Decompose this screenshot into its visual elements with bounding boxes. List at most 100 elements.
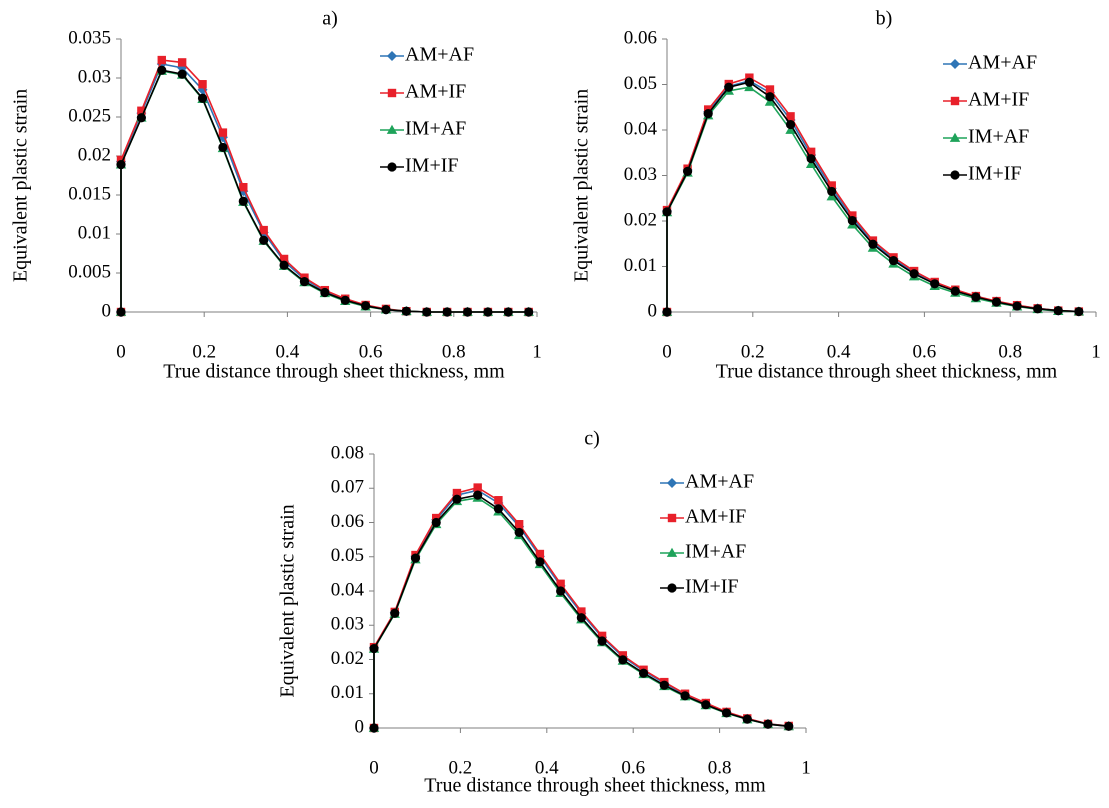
- y-axis-label: Equivalent plastic strain: [10, 89, 32, 282]
- data-point: [473, 490, 483, 500]
- data-point: [320, 287, 330, 298]
- y-tick-label: 0.02: [78, 144, 111, 165]
- y-tick-label: 0.05: [624, 73, 657, 94]
- legend-label: IM+AF: [405, 118, 466, 140]
- x-axis-label: True distance through sheet thickness, m…: [424, 775, 766, 797]
- legend-label: IM+AF: [968, 126, 1029, 148]
- x-tick-label: 0.8: [998, 341, 1022, 362]
- data-point: [930, 279, 940, 289]
- chart-panel-2: b) 0 0.01 0.02 0.03 0.04 0.05 0.06 0 0.2 0.4 0.6 0.8…: [571, 8, 1101, 383]
- data-point: [721, 708, 732, 718]
- y-tick-label: 0.015: [68, 183, 111, 204]
- y-tick-label: 0.07: [331, 477, 364, 498]
- data-point: [535, 557, 545, 567]
- y-tick-label: 0.005: [68, 261, 111, 282]
- data-point: [116, 307, 126, 317]
- legend-item: IM+IF: [380, 155, 459, 177]
- legend-marker: [387, 162, 397, 172]
- y-tick-label: 0: [648, 300, 658, 321]
- data-point: [805, 158, 817, 169]
- data-point: [401, 306, 411, 316]
- x-tick-label: 0.8: [442, 341, 466, 362]
- series-line: [120, 69, 529, 313]
- data-point: [442, 307, 452, 317]
- chart-title: b): [876, 8, 893, 30]
- data-point: [827, 181, 836, 190]
- legend-label: AM+IF: [405, 81, 466, 103]
- x-tick-label: 0: [662, 341, 672, 362]
- legend-label: AM+IF: [968, 89, 1029, 111]
- y-tick-label: 0.06: [624, 27, 657, 48]
- x-tick-label: 0: [116, 341, 126, 362]
- data-point: [763, 719, 773, 729]
- y-tick-label: 0.03: [78, 66, 111, 87]
- data-point: [218, 142, 228, 153]
- data-point: [259, 235, 269, 245]
- data-point: [742, 714, 752, 724]
- data-point: [381, 305, 391, 315]
- data-point: [1053, 306, 1063, 316]
- series-im-af: [661, 82, 1085, 316]
- data-point: [618, 655, 628, 665]
- data-point: [868, 239, 878, 249]
- x-tick-label: 0.8: [708, 757, 732, 778]
- data-point: [422, 307, 432, 317]
- legend-item: IM+IF: [943, 163, 1022, 185]
- data-point: [157, 55, 166, 65]
- y-tick-label: 0: [355, 716, 365, 737]
- data-point: [514, 527, 524, 538]
- y-tick-label: 0.04: [624, 118, 658, 139]
- data-point: [971, 292, 981, 302]
- y-tick-label: 0.03: [331, 614, 364, 635]
- data-point: [137, 106, 146, 115]
- data-point: [1012, 301, 1022, 311]
- x-tick-label: 0.4: [276, 341, 300, 362]
- data-point: [950, 286, 960, 296]
- data-point: [703, 109, 713, 119]
- data-point: [535, 549, 545, 559]
- data-point: [410, 553, 421, 563]
- series-line: [666, 76, 1079, 313]
- x-tick-label: 0.6: [621, 757, 645, 778]
- data-point: [1074, 306, 1084, 317]
- legend-marker: [950, 96, 960, 106]
- y-tick-label: 0.02: [624, 209, 657, 230]
- data-point: [576, 613, 586, 623]
- series-line: [666, 86, 1079, 313]
- legend-item: IM+IF: [660, 576, 739, 598]
- data-point: [1033, 304, 1043, 314]
- y-tick-label: 0.05: [331, 545, 364, 566]
- series-im-if: [662, 77, 1084, 317]
- y-axis-label: Equivalent plastic strain: [571, 89, 593, 282]
- series-line: [373, 486, 789, 728]
- legend-label: AM+AF: [968, 52, 1037, 74]
- legend-marker: [387, 51, 397, 61]
- data-point: [473, 483, 482, 492]
- data-point: [765, 92, 775, 102]
- data-point: [597, 631, 607, 641]
- series-line: [120, 70, 529, 313]
- data-point: [556, 579, 565, 589]
- y-tick-label: 0.025: [68, 105, 111, 126]
- legend: AM+AF AM+IF IM+AF IM+IF: [380, 44, 474, 177]
- data-point: [638, 668, 649, 678]
- x-tick-label: 0.4: [535, 757, 559, 778]
- series-line: [666, 81, 1079, 313]
- data-point: [369, 643, 379, 654]
- data-point: [784, 721, 794, 731]
- data-point: [909, 269, 919, 279]
- data-point: [724, 82, 734, 92]
- data-point: [503, 307, 513, 317]
- data-point: [431, 517, 441, 528]
- data-point: [239, 183, 248, 192]
- data-point: [116, 159, 126, 170]
- legend-marker: [949, 132, 961, 142]
- legend-label: IM+IF: [685, 576, 739, 598]
- data-point: [806, 147, 816, 157]
- data-point: [888, 255, 899, 266]
- x-axis-label: True distance through sheet thickness, m…: [163, 361, 505, 383]
- y-tick-label: 0.01: [624, 255, 657, 276]
- data-point: [483, 307, 493, 317]
- legend-item: AM+AF: [380, 44, 474, 66]
- legend-label: IM+IF: [405, 155, 459, 177]
